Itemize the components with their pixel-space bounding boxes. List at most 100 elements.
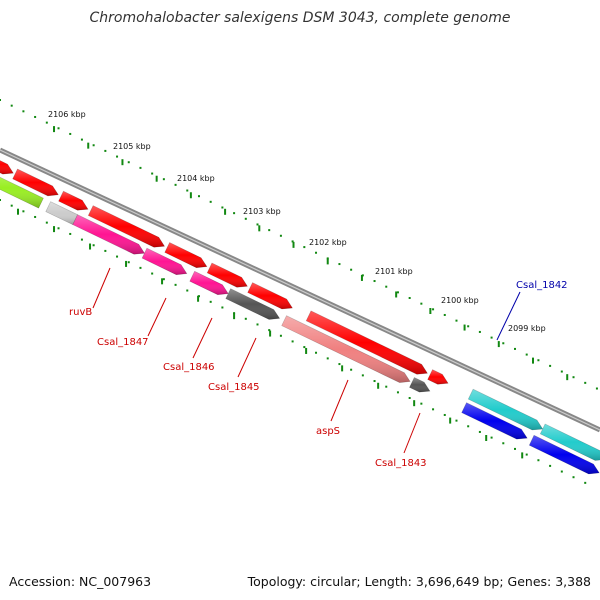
scale-dot xyxy=(268,229,271,232)
gene-light-red-shade xyxy=(281,315,411,383)
scale-dot xyxy=(525,453,528,456)
scale-dot xyxy=(490,436,493,439)
kbp-label: 2104 kbp xyxy=(177,174,215,183)
scale-dot xyxy=(162,178,165,181)
scale-dot xyxy=(537,359,540,362)
scale-dot xyxy=(233,212,236,215)
scale-dot xyxy=(104,149,107,152)
gene-label-csal_1845[interactable]: Csal_1845 xyxy=(208,382,260,393)
scale-dot xyxy=(303,346,306,349)
scale-dot xyxy=(549,364,552,367)
scale-dot xyxy=(467,425,470,428)
scale-dot xyxy=(57,227,60,230)
scale-dot xyxy=(256,323,259,326)
scale-dot xyxy=(197,195,200,198)
scale-dot xyxy=(174,283,177,286)
scale-dot xyxy=(490,336,493,339)
gene-features[interactable] xyxy=(0,154,600,475)
gene-label-csal_1842[interactable]: Csal_1842 xyxy=(516,280,568,291)
scale-dot xyxy=(584,481,587,484)
accession-text: Accession: NC_007963 xyxy=(9,574,152,589)
kbp-label: 2106 kbp xyxy=(48,110,86,119)
gene-label-csal_1847[interactable]: Csal_1847 xyxy=(97,337,149,348)
gene-label-csal_1843[interactable]: Csal_1843 xyxy=(375,458,427,469)
gene-cds-shade xyxy=(247,282,293,309)
scale-dot xyxy=(209,200,212,203)
scale-dot xyxy=(186,189,189,192)
scale-dot xyxy=(139,266,142,269)
gene-cyan-shade xyxy=(540,424,600,461)
scale-dot xyxy=(443,313,446,316)
scale-dot xyxy=(279,334,282,337)
scale-dot xyxy=(350,368,353,371)
gene-gray-shade xyxy=(225,288,280,320)
scale-dot xyxy=(338,263,341,266)
gene-blue-shade xyxy=(529,435,600,474)
scale-dot xyxy=(513,447,516,450)
scale-dot xyxy=(560,370,563,373)
gene-label-csal_1846[interactable]: Csal_1846 xyxy=(163,362,215,373)
scale-dot xyxy=(127,261,130,264)
scale-dot xyxy=(478,430,481,433)
genome-backbone xyxy=(0,147,600,433)
gene-label-ruvb[interactable]: ruvB xyxy=(69,307,92,318)
scale-dot xyxy=(151,272,154,275)
map-title: Chromohalobacter salexigens DSM 3043, co… xyxy=(89,10,511,26)
scale-dot xyxy=(478,330,481,333)
gene-cds-shade xyxy=(207,263,248,288)
scale-dot xyxy=(0,99,1,101)
scale-dot xyxy=(385,385,388,388)
scale-dot xyxy=(221,206,224,209)
kbp-label: 2105 kbp xyxy=(113,142,151,151)
scale-dot xyxy=(92,244,95,247)
scale-dot xyxy=(22,110,25,113)
gene-cds-shade xyxy=(164,242,207,268)
gene-labels[interactable]: ruvB Csal_1847 Csal_1846 Csal_1845 aspS Csal_… xyxy=(69,280,568,469)
scale-dot xyxy=(80,238,83,241)
gene-cds-shade xyxy=(58,191,88,211)
scale-dot xyxy=(291,240,294,243)
kbp-label: 2100 kbp xyxy=(441,296,479,305)
scale-dot xyxy=(244,217,247,220)
scale-dot xyxy=(525,353,528,356)
scale-dot xyxy=(595,387,598,390)
gene-cds-shade xyxy=(427,369,449,385)
label-leader xyxy=(92,267,111,309)
scale-dot xyxy=(396,291,399,294)
inner-scale-dots xyxy=(0,199,587,484)
scale-dot xyxy=(408,297,411,300)
scale-dot xyxy=(537,459,540,462)
gene-blue-shade xyxy=(461,402,528,440)
gene-lime-shade xyxy=(0,177,44,209)
kbp-label: 2102 kbp xyxy=(309,238,347,247)
scale-dot xyxy=(408,397,411,400)
scale-dot xyxy=(10,204,13,207)
scale-dot xyxy=(174,183,177,186)
scale-dot xyxy=(268,329,271,332)
scale-dot xyxy=(361,374,364,377)
label-leader xyxy=(330,379,349,422)
gene-cds-shade xyxy=(0,160,14,175)
scale-dot xyxy=(69,132,72,135)
scale-dot xyxy=(315,351,318,354)
gene-pink-shade xyxy=(72,214,145,255)
scale-dot xyxy=(116,155,119,158)
scale-dot xyxy=(432,408,435,411)
kbp-label: 2101 kbp xyxy=(375,267,413,276)
gene-gray-shade xyxy=(409,377,430,393)
gene-cds-shade xyxy=(306,310,428,375)
scale-dot xyxy=(560,470,563,473)
scale-dot xyxy=(338,363,341,366)
scale-dot xyxy=(127,161,130,164)
scale-dot xyxy=(385,285,388,288)
label-leader-lines xyxy=(92,267,521,454)
scale-dot xyxy=(326,357,329,360)
scale-dot xyxy=(572,376,575,379)
scale-dot xyxy=(186,289,189,292)
scale-dot xyxy=(0,199,1,201)
scale-dot xyxy=(139,166,142,169)
scale-dot xyxy=(34,215,37,218)
label-leader xyxy=(192,317,213,359)
gene-label-asps[interactable]: aspS xyxy=(316,426,340,437)
